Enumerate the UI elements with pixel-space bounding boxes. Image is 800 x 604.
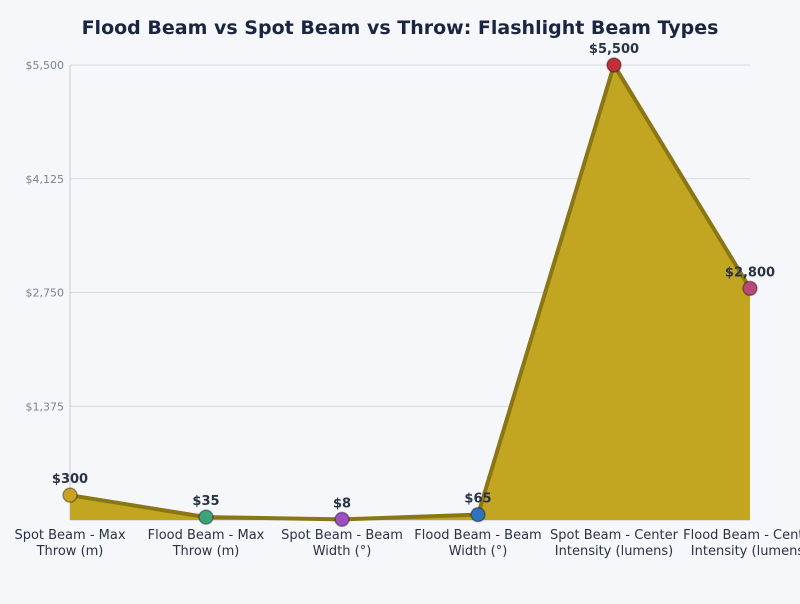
x-tick-label: Spot Beam - Max Throw (m) (14, 528, 125, 559)
x-tick-label: Spot Beam - Beam Width (°) (281, 528, 403, 559)
y-tick-label: $2,750 (26, 287, 65, 300)
x-tick-label: Flood Beam - Beam Width (°) (414, 528, 541, 559)
y-tick-label: $4,125 (26, 173, 65, 186)
x-tick-label-line: Flood Beam - Beam (414, 528, 541, 543)
data-point (62, 487, 78, 503)
x-tick-label-line: Throw (m) (36, 544, 104, 559)
x-tick-label: Spot Beam - Center Intensity (lumens) (550, 528, 679, 559)
x-tick-label-line: Spot Beam - Center (550, 528, 679, 543)
data-label: $8 (333, 496, 351, 511)
data-point (334, 511, 350, 528)
data-label: $2,800 (725, 265, 775, 280)
x-tick-label-line: Throw (m) (172, 544, 240, 559)
x-tick-label-line: Flood Beam - Center (683, 528, 800, 543)
data-point (742, 280, 758, 297)
x-tick-label: Flood Beam - Max Throw (m) (148, 528, 265, 559)
x-tick-label-line: Intensity (lumens) (555, 544, 673, 559)
y-tick-label: $1,375 (26, 400, 65, 413)
data-point (606, 57, 622, 73)
data-label: $300 (52, 472, 88, 487)
series-line (69, 63, 752, 522)
data-label: $35 (192, 494, 219, 509)
data-point (470, 506, 486, 523)
data-label: $5,500 (589, 42, 639, 57)
x-tick-label-line: Intensity (lumens) (691, 544, 800, 559)
data-point (198, 509, 214, 525)
x-tick-label-line: Spot Beam - Beam (281, 528, 403, 543)
data-label: $65 (464, 492, 491, 507)
x-tick-label-line: Width (°) (313, 544, 372, 559)
x-tick-label-line: Width (°) (449, 544, 508, 559)
chart-title: Flood Beam vs Spot Beam vs Throw: Flashl… (82, 17, 719, 39)
y-tick-label: $5,500 (26, 59, 65, 72)
x-tick-label-line: Flood Beam - Max (148, 528, 265, 543)
x-tick-label-line: Spot Beam - Max (14, 528, 125, 543)
